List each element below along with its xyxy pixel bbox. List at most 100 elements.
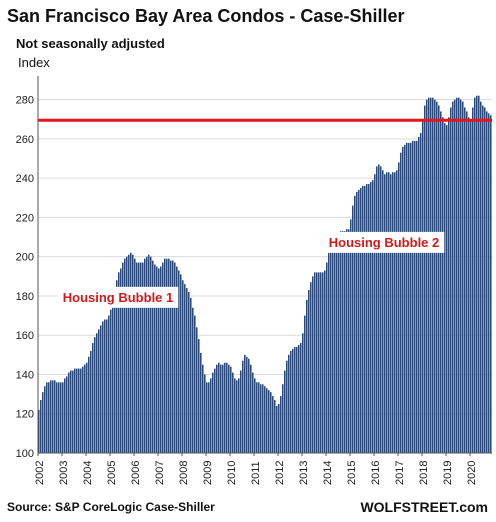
bar bbox=[312, 276, 314, 453]
bar bbox=[138, 262, 140, 453]
x-tick-label: 2015 bbox=[346, 461, 358, 485]
bar bbox=[292, 348, 294, 453]
bar bbox=[332, 237, 334, 453]
bar bbox=[444, 123, 446, 453]
bar bbox=[40, 399, 42, 453]
bar bbox=[250, 364, 252, 453]
x-tick-label: 2003 bbox=[58, 461, 70, 485]
bar bbox=[404, 144, 406, 453]
bar bbox=[256, 382, 258, 453]
bar bbox=[304, 315, 306, 453]
bar bbox=[484, 107, 486, 453]
annotation: Housing Bubble 1 bbox=[57, 286, 179, 308]
bar bbox=[92, 343, 94, 453]
bar bbox=[176, 266, 178, 453]
bar bbox=[392, 172, 394, 453]
bar bbox=[248, 358, 250, 453]
bar bbox=[88, 356, 90, 453]
bar bbox=[260, 384, 262, 453]
bar bbox=[314, 272, 316, 453]
bar bbox=[410, 142, 412, 453]
bar bbox=[454, 99, 456, 453]
annotation-label: Housing Bubble 2 bbox=[329, 235, 440, 250]
bar bbox=[372, 180, 374, 453]
bar bbox=[228, 364, 230, 453]
bar bbox=[490, 115, 492, 453]
bar bbox=[452, 101, 454, 453]
x-tick-label: 2005 bbox=[106, 461, 118, 485]
bar bbox=[178, 270, 180, 453]
bar bbox=[44, 386, 46, 453]
bar bbox=[360, 187, 362, 453]
bar bbox=[170, 260, 172, 453]
bar bbox=[348, 229, 350, 453]
bar bbox=[462, 101, 464, 453]
bar bbox=[78, 368, 80, 453]
bar bbox=[58, 382, 60, 453]
bar bbox=[302, 333, 304, 453]
bar bbox=[274, 399, 276, 453]
bar bbox=[200, 352, 202, 453]
bar bbox=[266, 388, 268, 453]
bar bbox=[48, 382, 50, 453]
bar bbox=[120, 268, 122, 453]
bar bbox=[388, 172, 390, 453]
bar bbox=[236, 380, 238, 453]
bar bbox=[422, 119, 424, 453]
bar bbox=[284, 370, 286, 453]
bar bbox=[224, 362, 226, 453]
bar bbox=[434, 99, 436, 453]
bar bbox=[420, 133, 422, 453]
bar bbox=[62, 382, 64, 453]
bar bbox=[390, 174, 392, 454]
x-tick-label: 2006 bbox=[130, 461, 142, 485]
chart-title: San Francisco Bay Area Condos - Case-Shi… bbox=[7, 6, 405, 26]
bar bbox=[50, 380, 52, 453]
bar bbox=[208, 382, 210, 453]
annotation-background bbox=[323, 231, 445, 253]
bar bbox=[214, 368, 216, 453]
x-tick-label: 2014 bbox=[322, 461, 334, 485]
bar bbox=[402, 146, 404, 453]
bar bbox=[112, 299, 114, 453]
bar bbox=[376, 166, 378, 453]
bar bbox=[114, 290, 116, 453]
bar bbox=[82, 366, 84, 453]
bar bbox=[142, 262, 144, 453]
bar bbox=[206, 382, 208, 453]
bar bbox=[72, 370, 74, 453]
bar bbox=[396, 170, 398, 453]
bar bbox=[486, 111, 488, 453]
bar bbox=[318, 272, 320, 453]
bar bbox=[364, 186, 366, 453]
bar bbox=[424, 105, 426, 454]
bar bbox=[356, 191, 358, 453]
bar bbox=[154, 264, 156, 453]
bar bbox=[216, 364, 218, 453]
bar bbox=[378, 164, 380, 454]
bar bbox=[324, 270, 326, 453]
x-tick-label: 2017 bbox=[394, 461, 406, 485]
axes bbox=[37, 76, 492, 454]
bar bbox=[244, 354, 246, 453]
y-tick-label: 120 bbox=[16, 409, 34, 421]
bar bbox=[472, 107, 474, 453]
bar bbox=[440, 111, 442, 453]
bar bbox=[238, 378, 240, 453]
bar bbox=[344, 231, 346, 453]
bar bbox=[210, 378, 212, 453]
x-tick-label: 2013 bbox=[298, 461, 310, 485]
bar bbox=[316, 272, 318, 453]
bar bbox=[124, 258, 126, 453]
bar bbox=[162, 262, 164, 453]
annotation: Housing Bubble 2 bbox=[323, 231, 445, 253]
bar bbox=[280, 396, 282, 453]
bar bbox=[482, 105, 484, 454]
bar bbox=[158, 268, 160, 453]
bar bbox=[418, 136, 420, 453]
bar bbox=[438, 105, 440, 454]
bar bbox=[480, 101, 482, 453]
bar bbox=[328, 252, 330, 453]
bar bbox=[188, 292, 190, 453]
y-axis-label: Index bbox=[18, 55, 50, 70]
